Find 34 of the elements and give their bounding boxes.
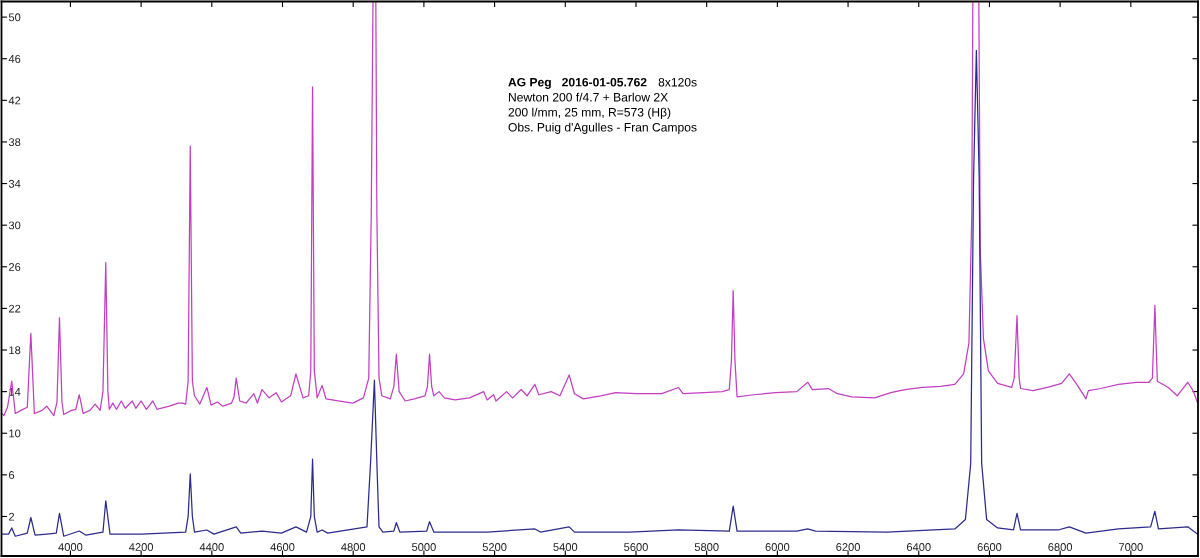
y-tick-label: 10: [9, 429, 21, 438]
y-tick-label: 30: [8, 221, 21, 230]
x-tick-label: 4400: [199, 543, 224, 551]
x-tick-label: 4600: [270, 543, 295, 551]
x-tick-label: 6200: [836, 543, 860, 551]
y-tick-label: 42: [8, 96, 21, 105]
x-tick-label: 5400: [553, 543, 578, 551]
annotation: Obs. Puig d'Agulles - Fran Campos: [508, 122, 697, 134]
x-tick-label: 5800: [694, 543, 719, 551]
x-tick-label: 7000: [1119, 543, 1143, 551]
y-tick-label: 22: [9, 304, 21, 313]
y-tick-label: 18: [9, 346, 21, 355]
x-tick-label: 4800: [341, 543, 366, 551]
line-series: [1, 49, 1198, 537]
y-tick-label: 50: [8, 13, 21, 22]
y-tick-label: 34: [8, 179, 21, 188]
x-tick-label: 4000: [58, 543, 83, 551]
y-tick-label: 2: [9, 512, 15, 521]
y-tick-label: 26: [9, 263, 21, 271]
x-tick-label: 5200: [482, 543, 507, 551]
x-tick-label: 5000: [411, 543, 436, 551]
x-tick-label: 6000: [765, 543, 790, 551]
x-tick-label: 4200: [129, 543, 154, 551]
y-tick-label: 38: [8, 138, 21, 147]
x-tick-label: 6400: [906, 543, 931, 551]
annotation: 8x120s: [658, 77, 697, 87]
text: AG Peg 2016-01-05.762: [508, 77, 647, 89]
annotation: 200 l/mm, 25 mm, R=573 (Hβ): [508, 107, 671, 119]
y-tick-label: 46: [8, 54, 21, 63]
x-tick-label: 6600: [977, 543, 1002, 551]
x-tick-label: 6800: [1048, 543, 1073, 551]
y-tick-label: 6: [9, 471, 15, 479]
x-tick-label: 5600: [624, 543, 648, 551]
annotation: Newton 200 f/4.7 + Barlow 2X: [508, 92, 668, 102]
